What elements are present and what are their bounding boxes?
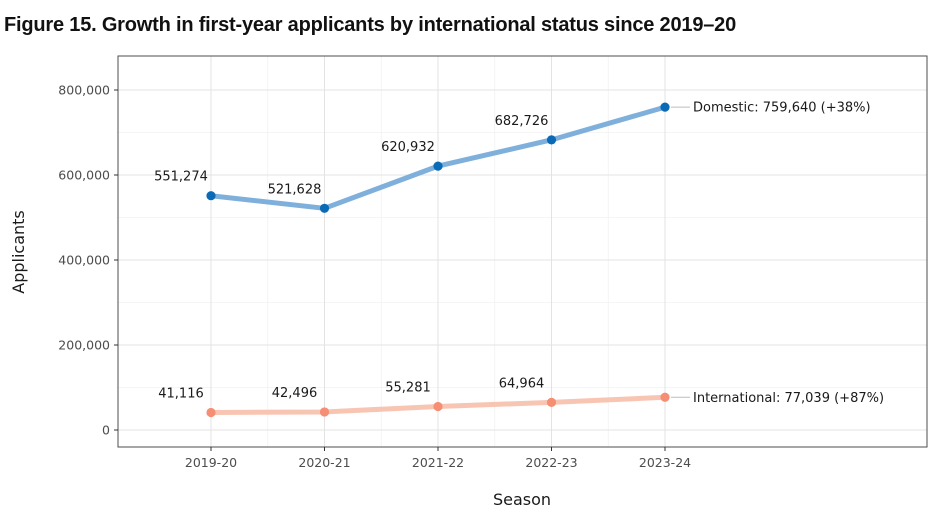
data-point (660, 392, 670, 402)
y-tick-label: 800,000 (58, 83, 110, 98)
data-point (206, 407, 216, 418)
series-end-label: International: 77,039 (+87%) (693, 391, 884, 406)
data-label: 55,281 (385, 381, 431, 396)
data-point (319, 407, 330, 417)
data-label: 64,964 (499, 376, 545, 391)
data-point (433, 401, 443, 412)
x-tick-label: 2020-21 (298, 455, 350, 470)
x-tick-label: 2023-24 (639, 455, 691, 470)
y-tick-label: 0 (102, 423, 110, 438)
data-point (319, 203, 330, 213)
y-tick-label: 400,000 (58, 253, 110, 268)
x-tick-label: 2022-23 (525, 455, 577, 470)
plot-panel-border (117, 55, 928, 448)
axes: 0 200,000 400,000 600,000 800,000 2019-20 2020… (58, 83, 691, 471)
data-label: 41,116 (158, 387, 204, 402)
gridlines (118, 56, 927, 447)
y-tick-label: 600,000 (58, 168, 110, 183)
series: 551,274 521,628 620,932 682,726 Domestic: 75… (154, 101, 884, 418)
data-point (546, 135, 557, 145)
x-axis-title: Season (493, 490, 551, 509)
data-point (660, 102, 670, 112)
data-label: 551,274 (154, 170, 208, 185)
data-point (433, 161, 443, 171)
x-tick-label: 2021-22 (412, 455, 464, 470)
figure-title: Figure 15. Growth in first-year applican… (4, 14, 737, 36)
series-end-label: Domestic: 759,640 (+38%) (693, 101, 871, 116)
data-label: 521,628 (268, 182, 322, 197)
x-tick-label: 2019-20 (185, 455, 237, 470)
y-tick-label: 200,000 (58, 338, 110, 353)
series-group: 41,116 42,496 55,281 64,964 International: 7… (158, 376, 884, 418)
data-label: 620,932 (381, 140, 435, 155)
y-axis-title: Applicants (9, 210, 28, 294)
data-label: 42,496 (272, 386, 318, 401)
data-point (546, 397, 557, 407)
data-point (206, 191, 216, 201)
series-group: 551,274 521,628 620,932 682,726 Domestic: 75… (154, 101, 871, 213)
data-label: 682,726 (495, 114, 549, 129)
